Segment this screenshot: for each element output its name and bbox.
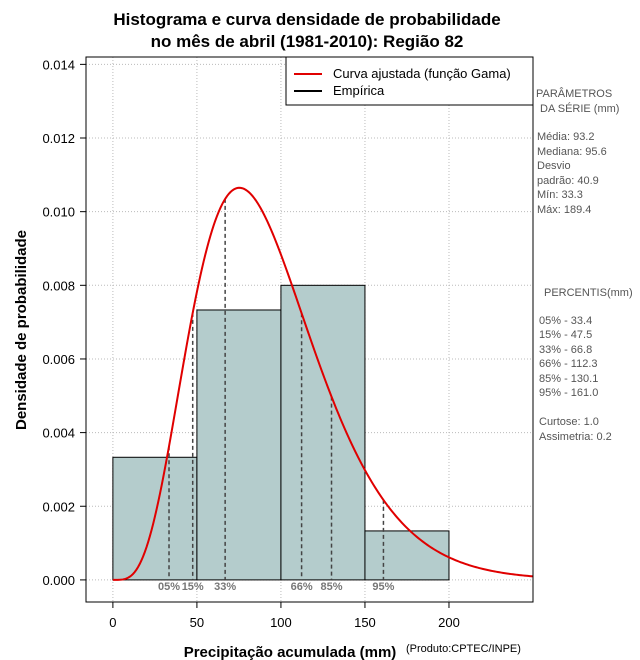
percentile-label: 85% — [320, 581, 342, 593]
stat-stddev-2: padrão: 40.9 — [537, 175, 599, 187]
x-tick-label: 200 — [438, 615, 460, 630]
chart-title-line-1: Histograma e curva densidade de probabil… — [113, 10, 500, 29]
y-tick-label: 0.014 — [42, 57, 75, 72]
x-tick-label: 100 — [270, 615, 292, 630]
percentile-row: 66% - 112.3 — [539, 358, 598, 370]
stat-mean: Média: 93.2 — [537, 131, 594, 143]
gamma-curve — [112, 186, 534, 581]
stat-skewness: Assimetria: 0.2 — [539, 431, 612, 443]
params-title-2: DA SÉRIE (mm) — [540, 102, 619, 115]
y-tick-label: 0.006 — [42, 352, 75, 367]
y-axis: 0.000 0.002 0.004 0.006 0.008 0.010 0.012 0.014 — [42, 57, 86, 588]
y-tick-label: 0.010 — [42, 205, 75, 220]
x-axis: 0 50 100 150 200 — [109, 602, 460, 630]
percentiles-panel: PERCENTIS(mm) 05% - 33.4 15% - 47.5 33% … — [539, 287, 633, 443]
percentiles-title: PERCENTIS(mm) — [544, 287, 633, 299]
x-tick-label: 0 — [109, 615, 116, 630]
series-parameters-panel: PARÂMETROS DA SÉRIE (mm) Média: 93.2 Med… — [536, 87, 619, 216]
percentile-label: 15% — [182, 581, 204, 593]
stat-stddev-1: Desvio — [537, 160, 571, 172]
stat-min: Mín: 33.3 — [537, 189, 583, 201]
percentile-row: 05% - 33.4 — [539, 315, 592, 327]
percentile-row: 15% - 47.5 — [539, 329, 592, 341]
legend-label-fitted: Curva ajustada (função Gama) — [333, 66, 511, 81]
percentile-label: 95% — [372, 581, 394, 593]
stat-max: Máx: 189.4 — [537, 204, 591, 216]
percentile-row: 85% - 130.1 — [539, 373, 598, 385]
y-axis-label: Densidade de probabilidade — [13, 230, 30, 430]
stat-kurtosis: Curtose: 1.0 — [539, 416, 599, 428]
histogram-bars — [112, 284, 450, 581]
y-tick-label: 0.004 — [42, 426, 75, 441]
y-tick-label: 0.008 — [42, 278, 75, 293]
legend-label-empirical: Empírica — [333, 83, 385, 98]
stat-median: Mediana: 95.6 — [537, 146, 607, 158]
percentile-row: 33% - 66.8 — [539, 344, 592, 356]
params-title-1: PARÂMETROS — [536, 87, 612, 100]
histogram-bar — [280, 284, 366, 581]
histogram-bar — [196, 309, 282, 581]
y-tick-label: 0.012 — [42, 131, 75, 146]
x-tick-label: 50 — [190, 615, 204, 630]
chart-title-line-2: no mês de abril (1981-2010): Região 82 — [151, 32, 464, 51]
percentile-label: 66% — [291, 581, 313, 593]
y-tick-label: 0.002 — [42, 499, 75, 514]
percentile-label: 05% — [158, 581, 180, 593]
percentile-lines: 05% 15% 33% 66% 85% 95% — [158, 198, 395, 593]
percentile-label: 33% — [214, 581, 236, 593]
histogram-bar — [364, 530, 450, 581]
legend-box — [285, 56, 534, 106]
percentile-row: 95% - 161.0 — [539, 387, 598, 399]
x-axis-label: Precipitação acumulada (mm) — [184, 644, 397, 660]
x-tick-label: 150 — [354, 615, 376, 630]
credit-label: (Produto:CPTEC/INPE) — [406, 643, 521, 655]
legend: Curva ajustada (função Gama) Empírica — [285, 56, 534, 106]
y-tick-label: 0.000 — [42, 573, 75, 588]
